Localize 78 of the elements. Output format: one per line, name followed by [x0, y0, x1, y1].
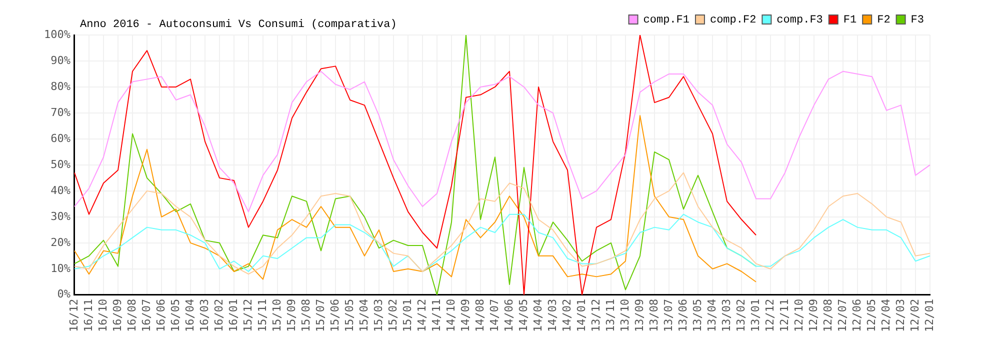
x-tick-label: 13/10 — [618, 298, 632, 332]
x-tick-label: 13/03 — [720, 298, 733, 332]
y-tick-label: 80% — [50, 80, 71, 93]
x-tick-label: 12/09 — [806, 298, 820, 332]
chart-title: Anno 2016 - Autoconsumi Vs Consumi (comparativa) — [80, 19, 397, 31]
x-tick-label: 13/11 — [604, 298, 617, 332]
x-tick-label: 15/12 — [241, 298, 254, 332]
x-tick-label: 13/08 — [647, 298, 660, 332]
x-tick-label: 13/06 — [676, 298, 690, 332]
x-tick-label: 12/12 — [763, 298, 776, 332]
x-tick-label: 16/02 — [212, 298, 226, 332]
x-tick-label: 14/06 — [502, 298, 516, 332]
x-tick-label: 16/04 — [183, 298, 196, 332]
x-tick-label: 13/07 — [662, 298, 675, 332]
x-tick-label: 15/11 — [256, 298, 269, 332]
x-tick-label: 16/06 — [154, 298, 168, 332]
x-tick-label: 15/07 — [314, 298, 327, 332]
x-tick-label: 16/07 — [140, 298, 153, 332]
x-tick-label: 13/04 — [705, 298, 718, 332]
y-tick-label: 10% — [50, 262, 71, 275]
x-tick-label: 13/12 — [589, 298, 602, 332]
x-tick-label: 12/02 — [908, 298, 922, 332]
x-tick-label: 12/10 — [792, 298, 806, 332]
x-tick-label: 14/05 — [516, 298, 530, 332]
x-tick-label: 15/08 — [299, 298, 312, 332]
x-tick-label: 14/10 — [444, 298, 458, 332]
x-tick-label: 16/05 — [168, 298, 182, 332]
x-tick-label: 16/12 — [67, 298, 80, 332]
x-tick-label: 14/08 — [473, 298, 486, 332]
x-tick-label: 12/08 — [821, 298, 834, 332]
x-tick-label: 16/03 — [198, 298, 211, 332]
x-tick-label: 15/04 — [357, 298, 370, 332]
x-tick-label: 12/01 — [922, 298, 936, 332]
x-tick-label: 16/01 — [226, 298, 240, 332]
x-tick-label: 13/09 — [632, 298, 646, 332]
x-tick-label: 14/01 — [574, 298, 588, 332]
y-tick-label: 20% — [50, 236, 71, 249]
x-tick-label: 16/11 — [82, 298, 95, 332]
x-tick-label: 15/03 — [372, 298, 385, 332]
legend-label: comp.F3 — [776, 14, 823, 26]
x-tick-label: 14/03 — [546, 298, 559, 332]
x-tick-label: 14/02 — [560, 298, 574, 332]
legend-label: F1 — [843, 14, 857, 26]
x-tick-label: 14/12 — [415, 298, 428, 332]
y-tick-label: 100% — [44, 28, 71, 41]
x-tick-label: 13/02 — [734, 298, 748, 332]
x-tick-label: 15/09 — [284, 298, 298, 332]
x-tick-label: 13/05 — [690, 298, 704, 332]
x-tick-label: 16/10 — [96, 298, 110, 332]
y-tick-label: 40% — [50, 184, 71, 197]
y-tick-label: 50% — [50, 158, 71, 171]
x-tick-label: 15/02 — [386, 298, 400, 332]
x-tick-label: 15/06 — [328, 298, 342, 332]
x-tick-label: 12/11 — [778, 298, 791, 332]
legend-label: F3 — [910, 14, 924, 26]
legend-label: F2 — [877, 14, 890, 26]
x-tick-label: 16/08 — [125, 298, 138, 332]
y-tick-label: 0% — [57, 288, 71, 301]
legend-label: comp.F2 — [710, 14, 756, 26]
x-tick-label: 15/05 — [342, 298, 356, 332]
x-tick-label: 15/10 — [270, 298, 284, 332]
y-tick-label: 30% — [50, 210, 71, 223]
x-tick-label: 12/05 — [864, 298, 878, 332]
x-tick-label: 12/04 — [879, 298, 892, 332]
x-tick-label: 12/06 — [850, 298, 864, 332]
x-tick-label: 15/01 — [400, 298, 414, 332]
legend-label: comp.F1 — [643, 14, 690, 26]
y-tick-label: 70% — [50, 106, 71, 119]
x-tick-label: 13/01 — [748, 298, 762, 332]
x-tick-label: 14/09 — [458, 298, 472, 332]
x-tick-label: 14/04 — [531, 298, 544, 332]
x-tick-label: 14/11 — [430, 298, 443, 332]
x-tick-label: 16/09 — [110, 298, 124, 332]
x-tick-label: 12/03 — [894, 298, 907, 332]
x-tick-label: 14/07 — [488, 298, 501, 332]
y-tick-label: 60% — [50, 132, 71, 145]
x-tick-label: 12/07 — [836, 298, 849, 332]
y-tick-label: 90% — [50, 54, 71, 67]
